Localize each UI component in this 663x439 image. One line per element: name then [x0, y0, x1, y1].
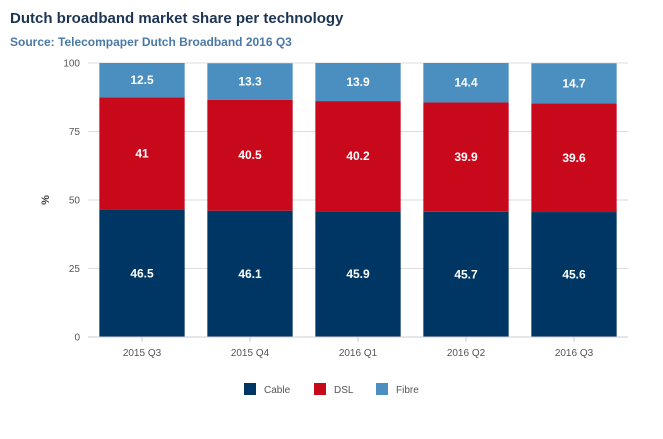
legend-label: Fibre [396, 385, 419, 396]
bar-segment-cable [99, 209, 185, 337]
y-tick-label: 25 [69, 264, 81, 275]
data-label: 12.5 [130, 73, 154, 87]
bar-segment-cable [315, 211, 401, 337]
x-axis: 2015 Q3 2015 Q4 2016 Q1 2016 Q2 2016 Q3 [88, 336, 628, 359]
bar-stack: 45.9 40.2 13.9 [315, 63, 401, 337]
data-label: 46.1 [238, 267, 262, 281]
bar-stacks: 46.5 41 12.5 46.1 40.5 13.3 45.9 40.2 13.9 45.7 39… [99, 63, 617, 337]
y-axis-label: % [40, 195, 52, 205]
x-tick-label: 2016 Q3 [555, 348, 594, 359]
bar-segment-dsl [99, 97, 185, 210]
legend-item-fibre[interactable]: Fibre [376, 383, 419, 396]
bar-segment-dsl [207, 99, 293, 211]
x-tick-label: 2016 Q2 [447, 348, 486, 359]
data-label: 39.6 [562, 151, 586, 165]
x-tick-label: 2016 Q1 [339, 348, 378, 359]
chart-title: Dutch broadband market share per technol… [10, 10, 344, 27]
bar-stack: 45.7 39.9 14.4 [423, 63, 509, 337]
data-label: 40.5 [238, 148, 262, 162]
bar-segment-dsl [423, 102, 509, 212]
bar-stack: 45.6 39.6 14.7 [531, 63, 617, 337]
legend-swatch [376, 383, 388, 395]
data-label: 39.9 [454, 150, 478, 164]
x-tick-label: 2015 Q3 [123, 348, 162, 359]
bar-stack: 46.5 41 12.5 [99, 63, 185, 337]
legend-swatch [314, 383, 326, 395]
legend-label: DSL [334, 385, 354, 396]
bar-segment-fibre [99, 63, 185, 98]
bar-segment-fibre [531, 63, 617, 104]
bar-segment-cable [423, 211, 509, 337]
bar-segment-fibre [423, 63, 509, 103]
bar-stack: 46.1 40.5 13.3 [207, 63, 293, 337]
legend: Cable DSL Fibre [244, 383, 419, 396]
legend-item-dsl[interactable]: DSL [314, 383, 354, 396]
data-label: 45.9 [346, 267, 370, 281]
bar-segment-cable [531, 212, 617, 337]
data-label: 14.7 [562, 76, 586, 90]
data-label: 14.4 [454, 76, 478, 90]
bar-segment-fibre [315, 63, 401, 102]
y-axis: % 0 25 50 75 100 [40, 59, 80, 344]
bar-segment-dsl [315, 101, 401, 212]
y-tick-label: 100 [63, 59, 80, 70]
y-tick-label: 0 [74, 333, 80, 344]
y-tick-label: 75 [69, 127, 81, 138]
x-tick-label: 2015 Q4 [231, 348, 270, 359]
legend-swatch [244, 383, 256, 395]
data-label: 41 [135, 146, 149, 160]
legend-label: Cable [264, 385, 291, 396]
data-label: 45.6 [562, 268, 586, 282]
data-label: 13.9 [346, 75, 370, 89]
data-label: 46.5 [130, 266, 154, 280]
bar-segment-fibre [207, 63, 293, 100]
data-label: 40.2 [346, 149, 370, 163]
bar-segment-cable [207, 210, 293, 337]
data-label: 13.3 [238, 74, 262, 88]
legend-item-cable[interactable]: Cable [244, 383, 291, 396]
data-label: 45.7 [454, 267, 478, 281]
bar-segment-dsl [531, 103, 617, 213]
chart-subtitle: Source: Telecompaper Dutch Broadband 201… [10, 35, 292, 49]
y-tick-label: 50 [69, 196, 81, 207]
